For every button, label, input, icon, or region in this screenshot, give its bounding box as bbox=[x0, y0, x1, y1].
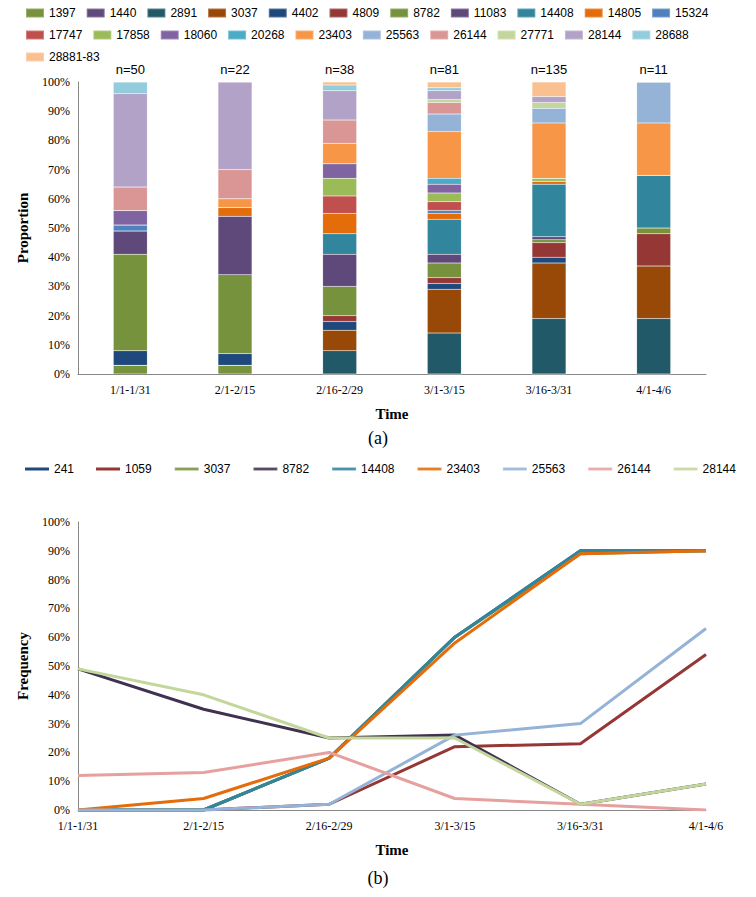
svg-text:28144: 28144 bbox=[703, 462, 737, 476]
svg-text:23403: 23403 bbox=[318, 28, 352, 42]
svg-text:1440: 1440 bbox=[110, 6, 137, 20]
svg-text:2/1-2/15: 2/1-2/15 bbox=[183, 819, 224, 833]
svg-text:20%: 20% bbox=[48, 309, 70, 323]
svg-text:241: 241 bbox=[54, 462, 74, 476]
svg-text:1/1-1/31: 1/1-1/31 bbox=[58, 819, 99, 833]
svg-text:Time: Time bbox=[375, 406, 408, 422]
svg-text:10%: 10% bbox=[48, 774, 70, 788]
svg-text:(a): (a) bbox=[368, 428, 388, 449]
svg-text:25563: 25563 bbox=[532, 462, 566, 476]
svg-text:30%: 30% bbox=[48, 717, 70, 731]
svg-text:1059: 1059 bbox=[125, 462, 152, 476]
svg-text:8782: 8782 bbox=[282, 462, 309, 476]
svg-text:11083: 11083 bbox=[474, 6, 507, 20]
svg-text:0%: 0% bbox=[54, 803, 70, 817]
svg-text:50%: 50% bbox=[48, 659, 70, 673]
svg-text:n=11: n=11 bbox=[640, 62, 668, 77]
svg-text:27771: 27771 bbox=[521, 28, 555, 42]
svg-text:n=135: n=135 bbox=[531, 62, 568, 77]
svg-text:20%: 20% bbox=[48, 745, 70, 759]
svg-text:14408: 14408 bbox=[361, 462, 395, 476]
svg-text:14408: 14408 bbox=[540, 6, 574, 20]
svg-text:4402: 4402 bbox=[292, 6, 319, 20]
svg-text:Frequency: Frequency bbox=[15, 631, 31, 700]
svg-text:23403: 23403 bbox=[446, 462, 480, 476]
svg-text:17747: 17747 bbox=[49, 28, 83, 42]
svg-text:Proportion: Proportion bbox=[15, 192, 31, 263]
svg-text:60%: 60% bbox=[48, 630, 70, 644]
svg-text:90%: 90% bbox=[48, 544, 70, 558]
svg-text:80%: 80% bbox=[48, 573, 70, 587]
svg-text:2891: 2891 bbox=[170, 6, 197, 20]
svg-text:4/1-4/6: 4/1-4/6 bbox=[689, 819, 724, 833]
svg-text:20268: 20268 bbox=[251, 28, 285, 42]
svg-text:n=38: n=38 bbox=[325, 62, 354, 77]
svg-text:60%: 60% bbox=[48, 192, 70, 206]
svg-text:14805: 14805 bbox=[608, 6, 642, 20]
svg-text:(b): (b) bbox=[368, 868, 389, 889]
svg-text:2/1-2/15: 2/1-2/15 bbox=[215, 383, 256, 397]
svg-text:17858: 17858 bbox=[116, 28, 150, 42]
svg-text:26144: 26144 bbox=[617, 462, 651, 476]
svg-text:100%: 100% bbox=[42, 515, 70, 529]
svg-text:3/1-3/15: 3/1-3/15 bbox=[434, 819, 475, 833]
svg-text:0%: 0% bbox=[54, 367, 70, 381]
svg-text:2/16-2/29: 2/16-2/29 bbox=[306, 819, 353, 833]
svg-text:40%: 40% bbox=[48, 688, 70, 702]
svg-text:28881-83: 28881-83 bbox=[49, 50, 100, 64]
svg-text:4/1-4/6: 4/1-4/6 bbox=[636, 383, 671, 397]
svg-text:25563: 25563 bbox=[386, 28, 420, 42]
svg-text:3/16-3/31: 3/16-3/31 bbox=[557, 819, 604, 833]
svg-text:70%: 70% bbox=[48, 601, 70, 615]
svg-text:n=22: n=22 bbox=[220, 62, 249, 77]
svg-text:3037: 3037 bbox=[204, 462, 231, 476]
svg-text:28144: 28144 bbox=[588, 28, 622, 42]
svg-text:26144: 26144 bbox=[453, 28, 487, 42]
svg-text:3/16-3/31: 3/16-3/31 bbox=[526, 383, 573, 397]
svg-text:15324: 15324 bbox=[675, 6, 709, 20]
svg-text:30%: 30% bbox=[48, 279, 70, 293]
svg-text:2/16-2/29: 2/16-2/29 bbox=[316, 383, 363, 397]
svg-text:8782: 8782 bbox=[413, 6, 440, 20]
svg-text:10%: 10% bbox=[48, 338, 70, 352]
svg-text:n=81: n=81 bbox=[430, 62, 459, 77]
svg-text:18060: 18060 bbox=[184, 28, 218, 42]
svg-text:80%: 80% bbox=[48, 133, 70, 147]
svg-text:n=50: n=50 bbox=[116, 62, 145, 77]
svg-text:Time: Time bbox=[375, 842, 408, 858]
svg-text:70%: 70% bbox=[48, 163, 70, 177]
svg-text:40%: 40% bbox=[48, 250, 70, 264]
svg-text:1/1-1/31: 1/1-1/31 bbox=[110, 383, 151, 397]
svg-text:3037: 3037 bbox=[231, 6, 258, 20]
svg-text:3/1-3/15: 3/1-3/15 bbox=[424, 383, 465, 397]
svg-text:90%: 90% bbox=[48, 104, 70, 118]
svg-text:28688: 28688 bbox=[655, 28, 689, 42]
svg-text:4809: 4809 bbox=[352, 6, 379, 20]
svg-text:1397: 1397 bbox=[49, 6, 76, 20]
svg-text:50%: 50% bbox=[48, 221, 70, 235]
svg-text:100%: 100% bbox=[42, 75, 70, 89]
